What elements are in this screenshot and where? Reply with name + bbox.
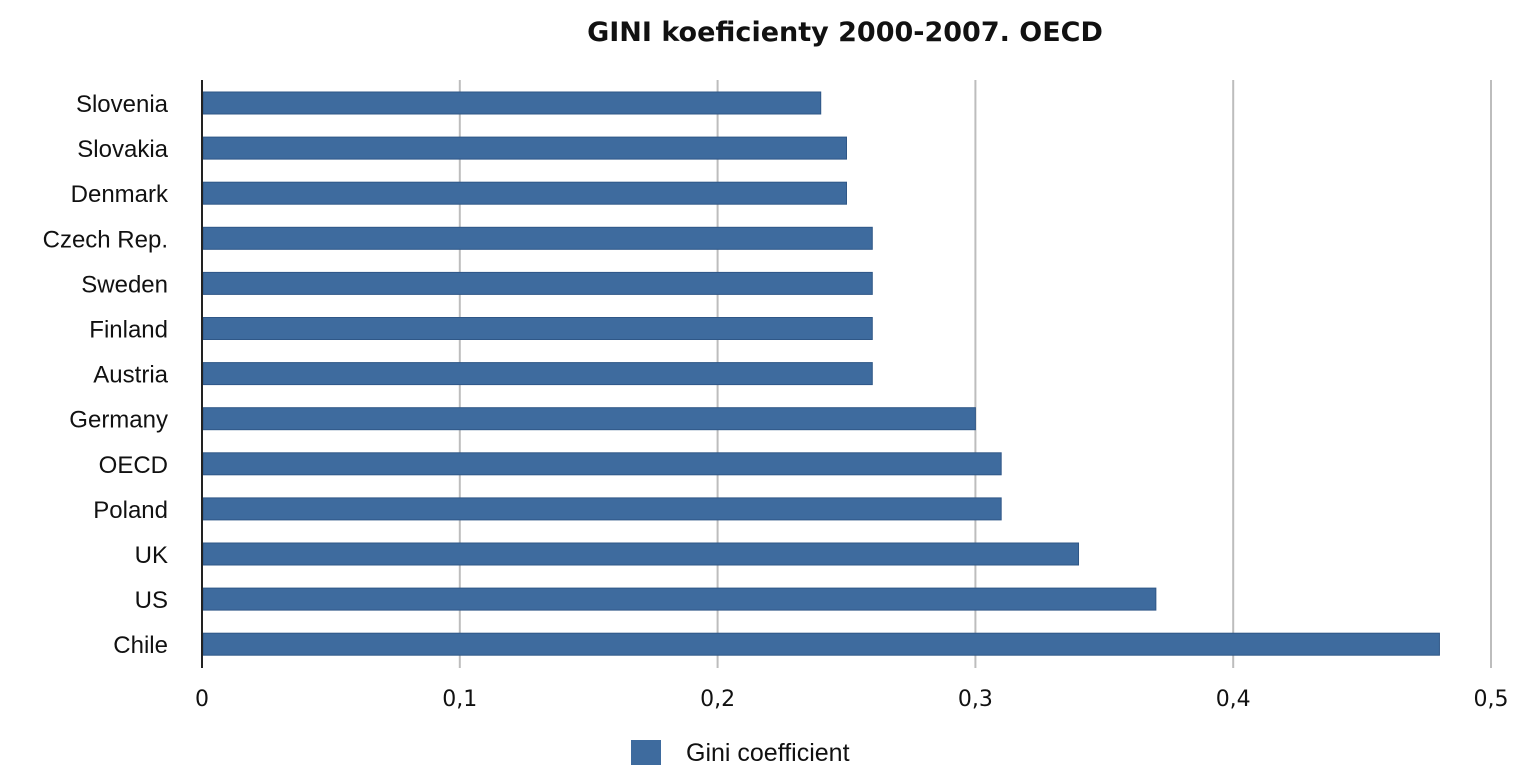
bar [202,317,873,340]
x-axis-tick-labels: 0 0,1 0,2 0,3 0,4 0,5 [195,687,1509,712]
bar [202,407,976,431]
x-tick-label: 0,5 [1474,687,1509,712]
category-label: Sweden [81,271,168,298]
category-label: Germany [69,407,168,434]
category-label: Slovakia [77,136,168,163]
x-tick-label: 0,4 [1216,687,1251,712]
legend-swatch [631,740,661,765]
bar [202,497,1002,521]
bar [202,632,1440,656]
legend: Gini coefficient [631,739,850,765]
bar [202,136,847,160]
category-label: UK [135,542,168,569]
bar [202,452,1002,476]
category-label: Slovenia [76,91,169,118]
category-label: Czech Rep. [43,226,168,253]
bar [202,587,1157,611]
category-labels: Slovenia Slovakia Denmark Czech Rep. Sweden F… [43,91,169,659]
bar [202,91,822,115]
bars [202,91,1440,656]
bar [202,226,873,250]
x-tick-label: 0,1 [442,687,477,712]
x-tick-label: 0,2 [700,687,735,712]
category-label: Poland [93,497,168,524]
bar [202,542,1080,566]
bar [202,362,873,386]
category-label: OECD [99,452,168,479]
legend-label: Gini coefficient [686,739,850,765]
category-label: US [135,587,168,614]
category-label: Finland [89,317,168,344]
category-label: Austria [93,362,168,389]
bar [202,271,873,295]
category-label: Denmark [71,181,169,208]
chart-title: GINI koeficienty 2000-2007. OECD [587,17,1103,48]
x-tick-label: 0,3 [958,687,993,712]
bar [202,181,847,205]
gridlines [458,80,1492,668]
category-label: Chile [113,632,168,659]
x-tick-label: 0 [195,687,209,712]
